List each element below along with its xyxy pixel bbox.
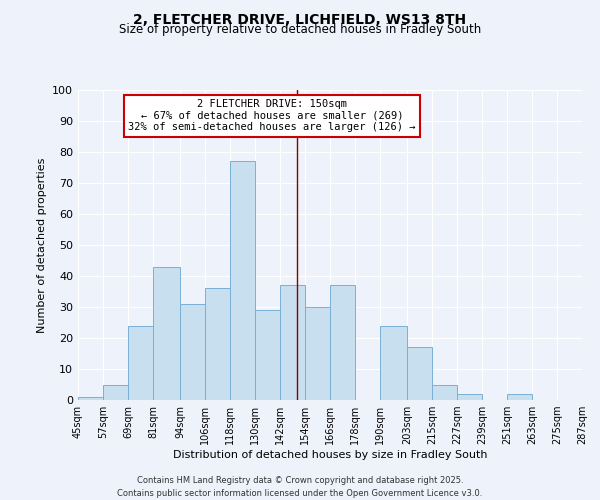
Bar [330,286,355,400]
Bar [432,384,457,400]
Bar [205,288,230,400]
Text: Contains HM Land Registry data © Crown copyright and database right 2025.
Contai: Contains HM Land Registry data © Crown c… [118,476,482,498]
Bar [507,394,532,400]
Bar [380,326,407,400]
Bar [407,348,432,400]
X-axis label: Distribution of detached houses by size in Fradley South: Distribution of detached houses by size … [173,450,487,460]
Bar [280,286,305,400]
Text: Size of property relative to detached houses in Fradley South: Size of property relative to detached ho… [119,22,481,36]
Bar [230,162,255,400]
Y-axis label: Number of detached properties: Number of detached properties [37,158,47,332]
Bar [457,394,482,400]
Bar [305,307,330,400]
Bar [78,397,103,400]
Bar [180,304,205,400]
Bar [128,326,153,400]
Bar [153,266,180,400]
Bar [255,310,280,400]
Text: 2, FLETCHER DRIVE, LICHFIELD, WS13 8TH: 2, FLETCHER DRIVE, LICHFIELD, WS13 8TH [133,12,467,26]
Text: 2 FLETCHER DRIVE: 150sqm
← 67% of detached houses are smaller (269)
32% of semi-: 2 FLETCHER DRIVE: 150sqm ← 67% of detach… [128,100,416,132]
Bar [103,384,128,400]
